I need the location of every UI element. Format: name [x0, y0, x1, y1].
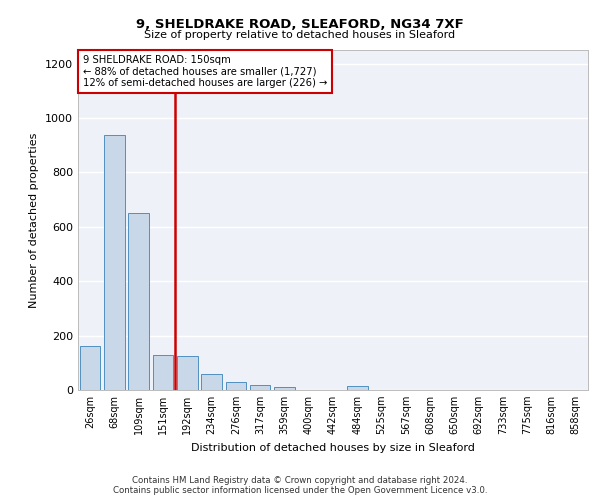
Bar	[347, 386, 368, 390]
Bar	[80, 346, 100, 390]
Text: Size of property relative to detached houses in Sleaford: Size of property relative to detached ho…	[145, 30, 455, 40]
Text: Contains public sector information licensed under the Open Government Licence v3: Contains public sector information licen…	[113, 486, 487, 495]
Bar	[226, 382, 246, 390]
Bar	[201, 374, 222, 390]
Bar	[177, 356, 197, 390]
Text: 9 SHELDRAKE ROAD: 150sqm
← 88% of detached houses are smaller (1,727)
12% of sem: 9 SHELDRAKE ROAD: 150sqm ← 88% of detach…	[83, 55, 328, 88]
Text: 9, SHELDRAKE ROAD, SLEAFORD, NG34 7XF: 9, SHELDRAKE ROAD, SLEAFORD, NG34 7XF	[136, 18, 464, 30]
Bar	[104, 135, 125, 390]
Y-axis label: Number of detached properties: Number of detached properties	[29, 132, 40, 308]
Bar	[128, 213, 149, 390]
Text: Contains HM Land Registry data © Crown copyright and database right 2024.: Contains HM Land Registry data © Crown c…	[132, 476, 468, 485]
X-axis label: Distribution of detached houses by size in Sleaford: Distribution of detached houses by size …	[191, 442, 475, 452]
Bar	[152, 354, 173, 390]
Bar	[274, 388, 295, 390]
Bar	[250, 386, 271, 390]
